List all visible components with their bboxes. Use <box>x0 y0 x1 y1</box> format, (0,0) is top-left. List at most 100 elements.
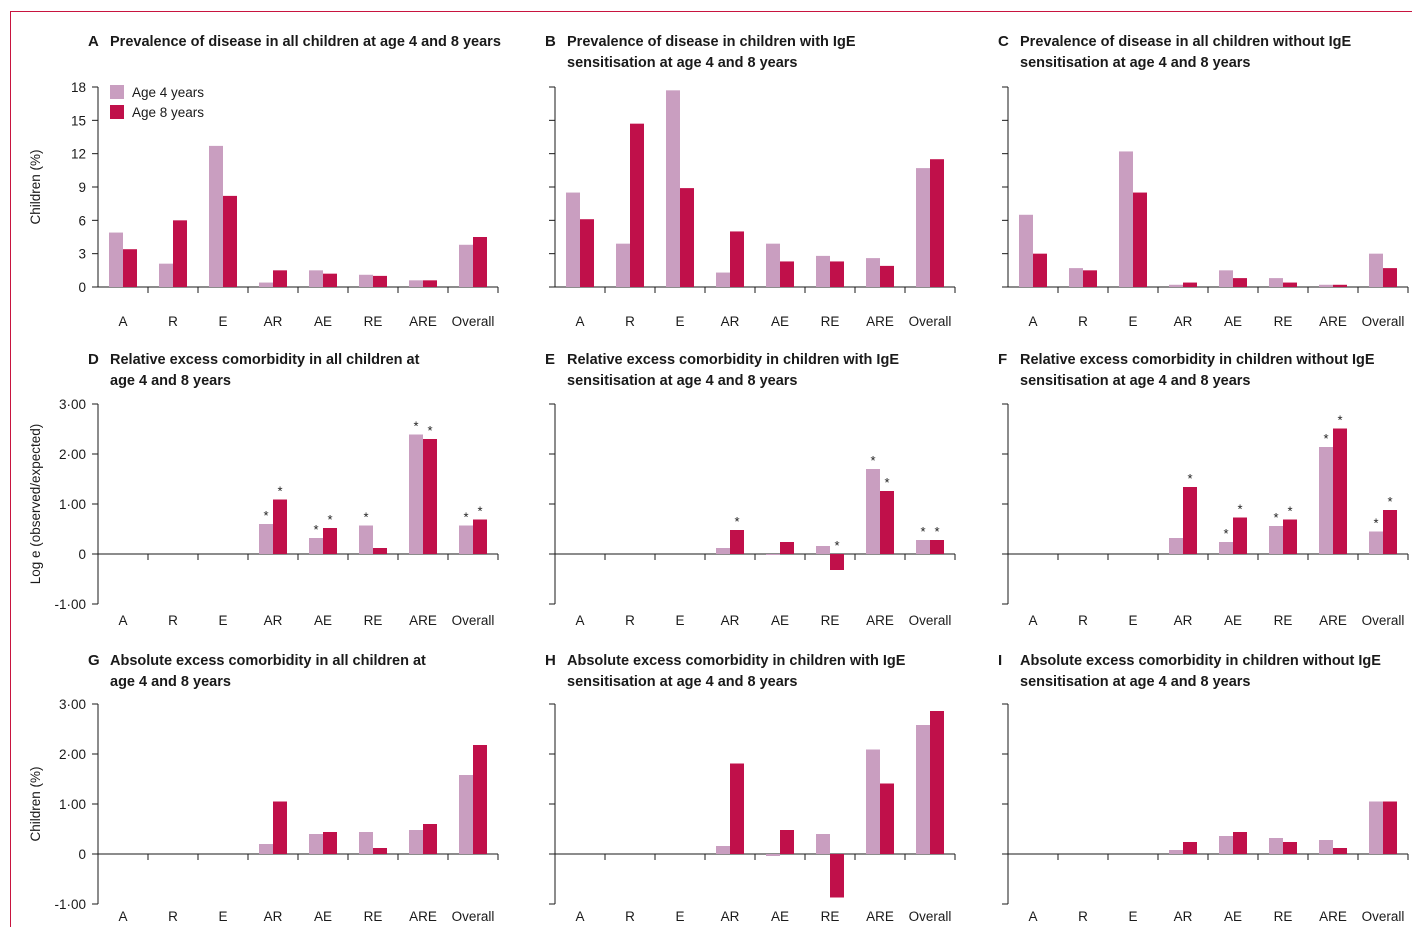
x-tick-label: A <box>1028 314 1037 329</box>
bar-age8-are <box>880 266 894 287</box>
bar-age8-a <box>1033 254 1047 287</box>
panel-title: sensitisation at age 4 and 8 years <box>567 55 798 71</box>
x-tick-label: ARE <box>1319 613 1347 628</box>
bar-age8-re <box>830 261 844 287</box>
x-tick-label: Overall <box>909 613 952 628</box>
bar-age4-ar <box>1169 285 1183 287</box>
x-tick-label: ARE <box>409 613 437 628</box>
significance-star: * <box>477 504 482 519</box>
bar-age8-ae <box>323 528 337 554</box>
x-tick-label: RE <box>364 314 383 329</box>
significance-star: * <box>313 522 318 537</box>
bar-age8-are <box>423 280 437 287</box>
y-tick-label: 0 <box>78 847 86 862</box>
panel-title: Absolute excess comorbidity in all child… <box>110 653 426 669</box>
bar-age8-r <box>173 220 187 287</box>
x-tick-label: R <box>625 909 635 924</box>
x-tick-label: A <box>118 613 127 628</box>
bar-age4-a <box>109 233 123 287</box>
bar-age4-ar <box>259 283 273 287</box>
x-tick-label: R <box>625 613 635 628</box>
bar-age8-ae <box>780 542 794 554</box>
y-tick-label: 3 <box>78 247 86 262</box>
panel-e: E Relative excess comorbidity in children… <box>545 351 955 628</box>
x-tick-label: RE <box>821 314 840 329</box>
legend-swatch <box>110 105 124 119</box>
legend-label: Age 8 years <box>132 105 204 120</box>
y-tick-label: -1·00 <box>54 897 86 912</box>
bar-age4-ae <box>309 270 323 287</box>
panel-d: D Relative excess comorbidity in all chil… <box>28 351 498 628</box>
significance-star: * <box>263 508 268 523</box>
panel-letter: B <box>545 33 556 50</box>
x-tick-label: E <box>218 613 227 628</box>
bar-age8-ar <box>730 764 744 855</box>
y-axis-label: Log e (observed/expected) <box>28 424 43 585</box>
x-tick-label: Overall <box>1362 613 1405 628</box>
panel-c: C Prevalence of disease in all children w… <box>998 33 1408 329</box>
panel-title: age 4 and 8 years <box>110 373 231 389</box>
bar-age8-a <box>580 219 594 287</box>
bar-age4-re <box>1269 526 1283 554</box>
panel-f: F Relative excess comorbidity in children… <box>998 351 1408 628</box>
bar-age4-re <box>816 834 830 854</box>
y-tick-label: 0 <box>78 547 86 562</box>
bar-age4-e <box>1119 151 1133 287</box>
y-tick-label: 6 <box>78 213 86 228</box>
bar-age8-overall <box>930 159 944 287</box>
significance-star: * <box>870 453 875 468</box>
bar-age4-r <box>616 244 630 287</box>
significance-star: * <box>884 475 889 490</box>
bar-age4-overall <box>1369 532 1383 555</box>
x-tick-label: AR <box>1174 613 1193 628</box>
y-tick-label: 9 <box>78 180 86 195</box>
panel-letter: H <box>545 652 556 669</box>
x-tick-label: A <box>575 909 584 924</box>
panel-title: Prevalence of disease in all children at… <box>110 34 501 50</box>
panel-title: Relative excess comorbidity in children … <box>567 352 899 368</box>
bar-age8-e <box>223 196 237 287</box>
bar-age4-a <box>1019 215 1033 287</box>
bar-age8-ar <box>273 270 287 287</box>
bar-age4-overall <box>916 540 930 554</box>
significance-star: * <box>463 510 468 525</box>
bar-age4-are <box>409 280 423 287</box>
bar-age4-ae <box>1219 836 1233 854</box>
bar-age4-overall <box>459 775 473 854</box>
bar-age4-ar <box>1169 850 1183 854</box>
bar-age4-re <box>816 256 830 287</box>
x-tick-label: Overall <box>1362 909 1405 924</box>
x-tick-label: AR <box>264 314 283 329</box>
significance-star: * <box>1387 494 1392 509</box>
bar-age4-are <box>866 469 880 554</box>
bar-age8-re <box>830 554 844 570</box>
significance-star: * <box>1237 502 1242 517</box>
x-tick-label: R <box>168 613 178 628</box>
y-tick-label: 2·00 <box>59 447 86 462</box>
panel-letter: E <box>545 351 555 368</box>
significance-star: * <box>1187 471 1192 486</box>
bar-age8-overall <box>473 237 487 287</box>
x-tick-label: ARE <box>409 314 437 329</box>
panel-letter: C <box>998 33 1009 50</box>
x-tick-label: Overall <box>452 613 495 628</box>
x-tick-label: R <box>1078 613 1088 628</box>
bar-age4-re <box>359 275 373 287</box>
x-tick-label: ARE <box>866 909 894 924</box>
significance-star: * <box>277 484 282 499</box>
bar-age8-re <box>373 276 387 287</box>
significance-star: * <box>1337 413 1342 428</box>
panel-letter: F <box>998 351 1007 368</box>
panel-title: Absolute excess comorbidity in children … <box>567 653 906 669</box>
bar-age8-overall <box>930 540 944 554</box>
bar-age4-are <box>1319 447 1333 554</box>
bar-age4-ar <box>1169 538 1183 554</box>
panel-title: Prevalence of disease in children with I… <box>567 34 856 50</box>
bar-age4-are <box>866 750 880 855</box>
x-tick-label: AE <box>1224 909 1242 924</box>
bar-age4-are <box>866 258 880 287</box>
x-tick-label: Overall <box>1362 314 1405 329</box>
bar-age4-ae <box>309 834 323 854</box>
bar-age8-r <box>630 124 644 287</box>
bar-age8-r <box>1083 270 1097 287</box>
